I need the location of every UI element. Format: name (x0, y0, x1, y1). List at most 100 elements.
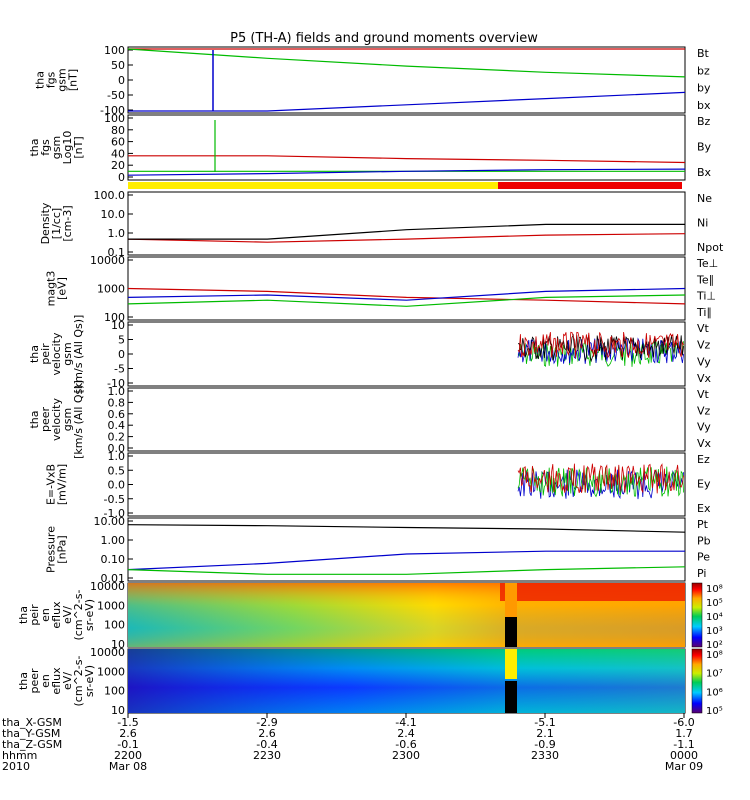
x-row-label: tha_X-GSM (2, 716, 62, 729)
y-tick-label: 10000 (90, 646, 125, 659)
y-axis-label: peir (28, 604, 41, 626)
noisy-traces (517, 331, 684, 367)
x-row-value: 2.1 (536, 727, 554, 740)
x-row-value: 2.6 (258, 727, 276, 740)
y-axis-label: sr-eV) (83, 599, 96, 631)
colorbar-tick-label: 10⁴ (706, 612, 723, 623)
series-line (127, 287, 686, 305)
y-tick-label: 60 (111, 136, 125, 149)
series-line (127, 550, 685, 571)
y-axis-label: E=-VxB (45, 464, 58, 505)
x-row-value: 2300 (392, 749, 420, 762)
y-tick-label: 0.5 (108, 464, 126, 477)
y-tick-label: 0.10 (101, 553, 126, 566)
figure-title: P5 (TH-A) fields and ground moments over… (230, 31, 538, 46)
legend-entry: Ni (697, 217, 708, 230)
y-tick-label: 10000 (90, 254, 125, 267)
curves-pressure-npa- (127, 524, 686, 575)
legend-entry: Te∥ (696, 273, 714, 286)
y-tick-label: -100 (100, 104, 125, 117)
legend-entry: Ey (697, 478, 711, 491)
panel-pressure: 10.00 1.00 0.10 0.01 Pressure[nPa] Pt Pb Pe Pi (45, 515, 711, 585)
x-row-value: -0.6 (395, 738, 416, 751)
y-axis-label: eflux (50, 667, 63, 695)
y-axis-label: peer (39, 407, 52, 433)
colorbar-tick-label: 10⁶ (706, 687, 723, 698)
y-tick-label: -10 (107, 377, 125, 390)
y-axis-label: gsm (61, 408, 74, 431)
y-axis-label: gsm (61, 342, 74, 365)
y-axis-label: gsm (56, 68, 69, 91)
x-row-label: tha_Y-GSM (2, 727, 60, 740)
y-tick-label: -0.5 (104, 493, 125, 506)
y-tick-label: 10 (111, 319, 125, 332)
y-axis-label: Log10 (61, 131, 74, 165)
y-axis-label: tha (28, 410, 41, 428)
y-axis-label: peir (39, 343, 52, 365)
y-axis-label: tha (28, 345, 41, 363)
mode-bar-fast (498, 182, 682, 189)
y-axis-label: tha (28, 138, 41, 156)
legend-entry: Pe (697, 551, 710, 564)
y-axis-label: Density (39, 202, 52, 244)
series-line (127, 233, 686, 243)
legend-entry: Vz (697, 404, 711, 417)
legend-entry: bx (697, 99, 711, 112)
series-line (128, 223, 685, 240)
x-row-value: -2.9 (256, 716, 277, 729)
x-row-value: Mar 08 (109, 760, 147, 773)
curves-magt3-ev- (127, 287, 686, 307)
y-axis-label: [km/s (All Qs)] (72, 315, 85, 394)
y-tick-label: 100 (104, 685, 125, 698)
panel-frame (127, 191, 686, 256)
y-tick-label: 10 (111, 704, 125, 717)
y-axis-label: en (39, 608, 52, 622)
y-tick-label: -50 (107, 89, 125, 102)
y-tick-label: 1000 (97, 665, 125, 678)
legend-entry: Bx (697, 166, 712, 179)
y-tick-label: 0 (118, 348, 125, 361)
series-line (127, 287, 686, 301)
y-tick-label: 0.0 (108, 442, 126, 455)
panel-frame (127, 387, 686, 452)
y-tick-label: 100.0 (94, 189, 126, 202)
y-tick-label: 10000 (90, 580, 125, 593)
y-tick-label: -1.0 (104, 507, 125, 520)
y-tick-label: 20 (111, 159, 125, 172)
y-tick-label: 10 (111, 638, 125, 651)
noisy-traces (517, 463, 684, 500)
y-tick-label: 100 (104, 619, 125, 632)
y-axis-label: eflux (50, 601, 63, 629)
series-line (127, 524, 686, 533)
y-tick-label: 1.0 (108, 450, 126, 463)
panel-frame (127, 256, 686, 321)
x-row-label: 2010 (2, 760, 30, 773)
y-axis-label: [eV] (56, 277, 69, 300)
y-axis-label: en (39, 674, 52, 688)
legend-entry: Vz (697, 339, 711, 352)
y-tick-label: 0.8 (108, 396, 126, 409)
noise-line (517, 466, 684, 498)
x-row-label: hhmm (2, 749, 37, 762)
legend-entry: Npot (697, 241, 724, 254)
colorbar-tick-label: 10² (706, 640, 723, 651)
y-tick-label: 50 (111, 59, 125, 72)
legend-entry: by (697, 82, 711, 95)
legend-entry: Pb (697, 534, 711, 547)
colorbar-tick-label: 10⁷ (706, 669, 723, 680)
x-row-value: 2.6 (119, 727, 137, 740)
x-row-value: -4.1 (395, 716, 416, 729)
y-tick-label: 0 (118, 74, 125, 87)
panel-density: 100.0 10.0 1.0 0.1 Density[1/cc][cm-3] Ne Ni Np… (39, 189, 724, 259)
y-axis-label: [nT] (67, 69, 80, 91)
panel-frame (127, 46, 686, 114)
colorbar-peir (691, 582, 703, 648)
colorbar-tick-label: 10³ (706, 626, 723, 637)
legend-entry: By (697, 141, 712, 154)
legend-entry: Ez (697, 453, 710, 466)
x-row-value: 0000 (670, 749, 698, 762)
